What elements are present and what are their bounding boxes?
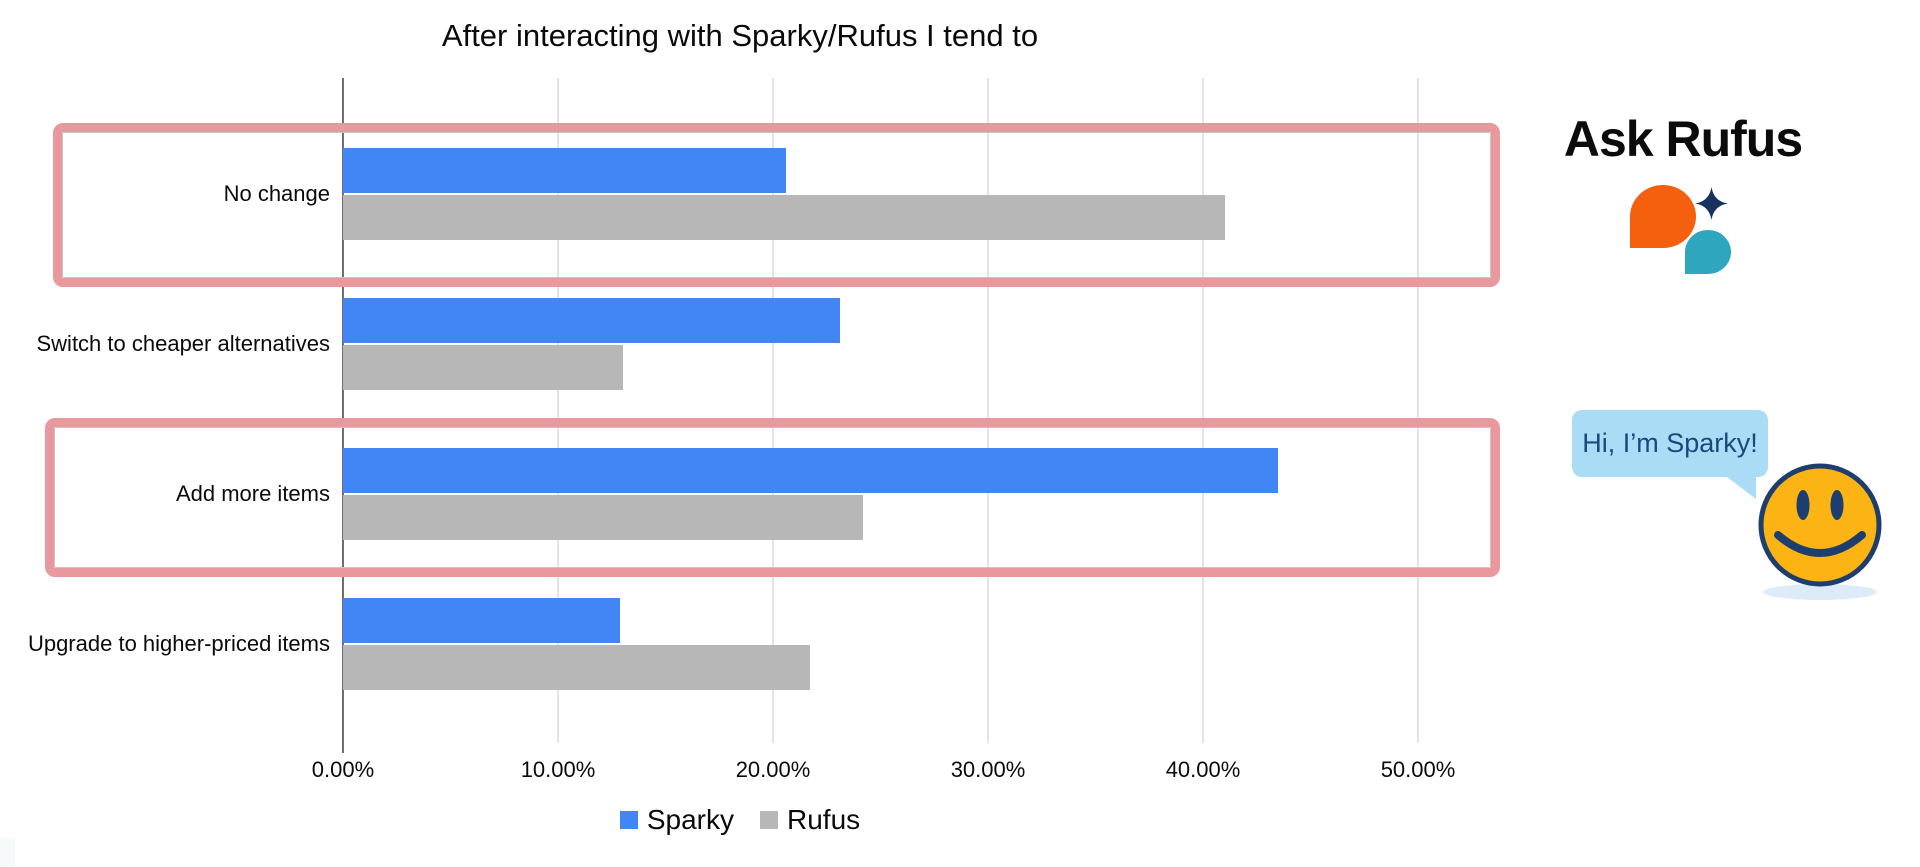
bar-sparky-upgrade-to-higher-priced-items <box>343 598 621 643</box>
bar-rufus-add-more-items <box>343 495 864 540</box>
legend-item-rufus: Rufus <box>760 804 860 836</box>
highlight-box-inner-border <box>62 132 1491 278</box>
bar-rufus-upgrade-to-higher-priced-items <box>343 645 810 690</box>
x-tick-label-50.00%: 50.00% <box>1380 757 1456 782</box>
sparkle-icon <box>1695 187 1728 220</box>
gridline-40.00% <box>1202 78 1204 743</box>
bar-sparky-no-change <box>343 148 786 193</box>
bar-sparky-switch-to-cheaper-alternatives <box>343 298 840 343</box>
category-label-upgrade-to-higher-priced-items: Upgrade to higher-priced items <box>27 631 330 657</box>
x-tick-label-30.00%: 30.00% <box>950 757 1026 782</box>
category-label-switch-to-cheaper-alternatives: Switch to cheaper alternatives <box>36 331 331 357</box>
x-tick-label-0.00%: 0.00% <box>311 757 375 782</box>
y-axis-line <box>342 78 344 753</box>
legend-label-sparky: Sparky <box>646 804 734 835</box>
rufus-logo <box>1622 182 1752 287</box>
category-label-add-more-items: Add more items <box>175 481 330 507</box>
sparky-speech-bubble: Hi, I’m Sparky! <box>1572 410 1768 477</box>
chart-legend: Sparky Rufus <box>0 800 1480 840</box>
bar-rufus-switch-to-cheaper-alternatives <box>343 345 623 390</box>
highlight-box-inner-border <box>54 427 1491 568</box>
highlight-box-add-more-items <box>45 418 1500 577</box>
x-tick-label-20.00%: 20.00% <box>735 757 811 782</box>
gridline-10.00% <box>557 78 559 743</box>
gridline-50.00% <box>1417 78 1419 743</box>
x-tick-label-10.00%: 10.00% <box>520 757 596 782</box>
sparky-speech-text: Hi, I’m Sparky! <box>1582 428 1758 458</box>
rufus-teal-chat-bubble-icon <box>1685 230 1731 274</box>
legend-swatch-rufus <box>760 811 778 829</box>
x-tick-label-40.00%: 40.00% <box>1165 757 1241 782</box>
bar-rufus-no-change <box>343 195 1225 240</box>
bar-sparky-add-more-items <box>343 448 1279 493</box>
gridline-30.00% <box>987 78 989 743</box>
rufus-orange-chat-bubble-icon <box>1630 185 1696 248</box>
chart-title: After interacting with Sparky/Rufus I te… <box>441 18 1039 53</box>
highlight-box-no-change <box>53 123 1500 287</box>
screen-edge-artifact <box>0 838 15 867</box>
legend-label-rufus: Rufus <box>787 804 861 835</box>
ask-rufus-title: Ask Rufus <box>1563 111 1803 167</box>
category-label-no-change: No change <box>223 181 330 207</box>
legend-swatch-sparky <box>619 811 638 829</box>
smiley-face-icon <box>1758 463 1882 600</box>
legend-item-sparky: Sparky <box>619 804 734 836</box>
gridline-20.00% <box>772 78 774 743</box>
